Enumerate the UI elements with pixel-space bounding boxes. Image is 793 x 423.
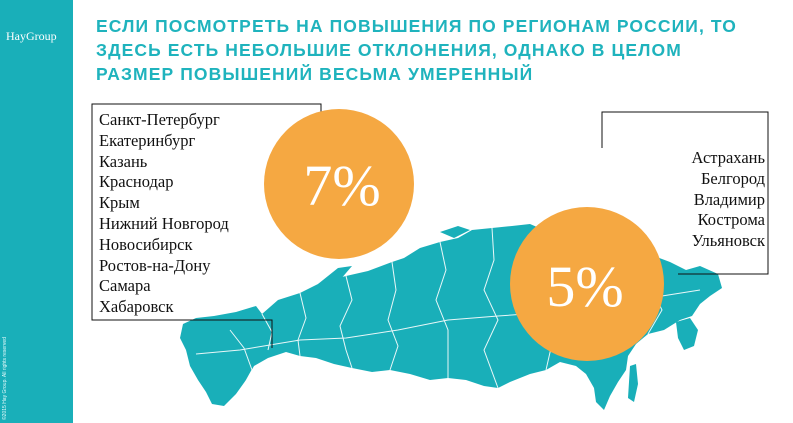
slide-title: ЕСЛИ ПОСМОТРЕТЬ НА ПОВЫШЕНИЯ ПО РЕГИОНАМ… [96,14,776,86]
list-item: Крым [99,193,140,213]
city-list-7-percent: Санкт-Петербург Екатеринбург Казань Крас… [99,110,229,318]
title-line: ЗДЕСЬ ЕСТЬ НЕБОЛЬШИЕ ОТКЛОНЕНИЯ, ОДНАКО … [96,40,682,60]
list-item: Казань [99,151,148,171]
arctic-island-shape [440,226,470,238]
sakhalin-shape [628,364,638,402]
list-item: Хабаровск [99,297,174,317]
city-list-5-percent: Астрахань Белгород Владимир Кострома Уль… [655,148,765,252]
list-item: Новосибирск [99,234,193,254]
list-item: Санкт-Петербург [99,110,220,129]
badge-circle-7-percent [264,109,414,259]
brand-sidebar: HayGroup ©2015 Hay Group. All rights res… [0,0,73,423]
kamchatka-shape [676,318,698,350]
callout-box-right [601,111,769,275]
haygroup-logo: HayGroup [6,29,57,43]
list-item: Кострома [697,210,765,230]
percent-label-5: 5% [546,254,624,319]
list-item: Владимир [693,189,765,209]
title-line: ЕСЛИ ПОСМОТРЕТЬ НА ПОВЫШЕНИЯ ПО РЕГИОНАМ… [96,16,737,36]
list-item: Нижний Новгород [99,213,229,233]
list-item: Краснодар [99,172,174,192]
percent-label-7: 7% [303,153,381,218]
list-item: Екатеринбург [99,130,196,150]
badge-circle-5-percent [510,207,664,361]
list-item: Самара [99,276,151,296]
list-item: Астрахань [691,148,765,167]
list-item: Белгород [700,168,765,188]
title-line: РАЗМЕР ПОВЫШЕНИЙ ВЕСЬМА УМЕРЕННЫЙ [96,64,534,84]
novaya-zemlya-shape [318,266,352,290]
list-item: Ростов-на-Дону [99,255,211,275]
list-item: Ульяновск [691,231,765,251]
